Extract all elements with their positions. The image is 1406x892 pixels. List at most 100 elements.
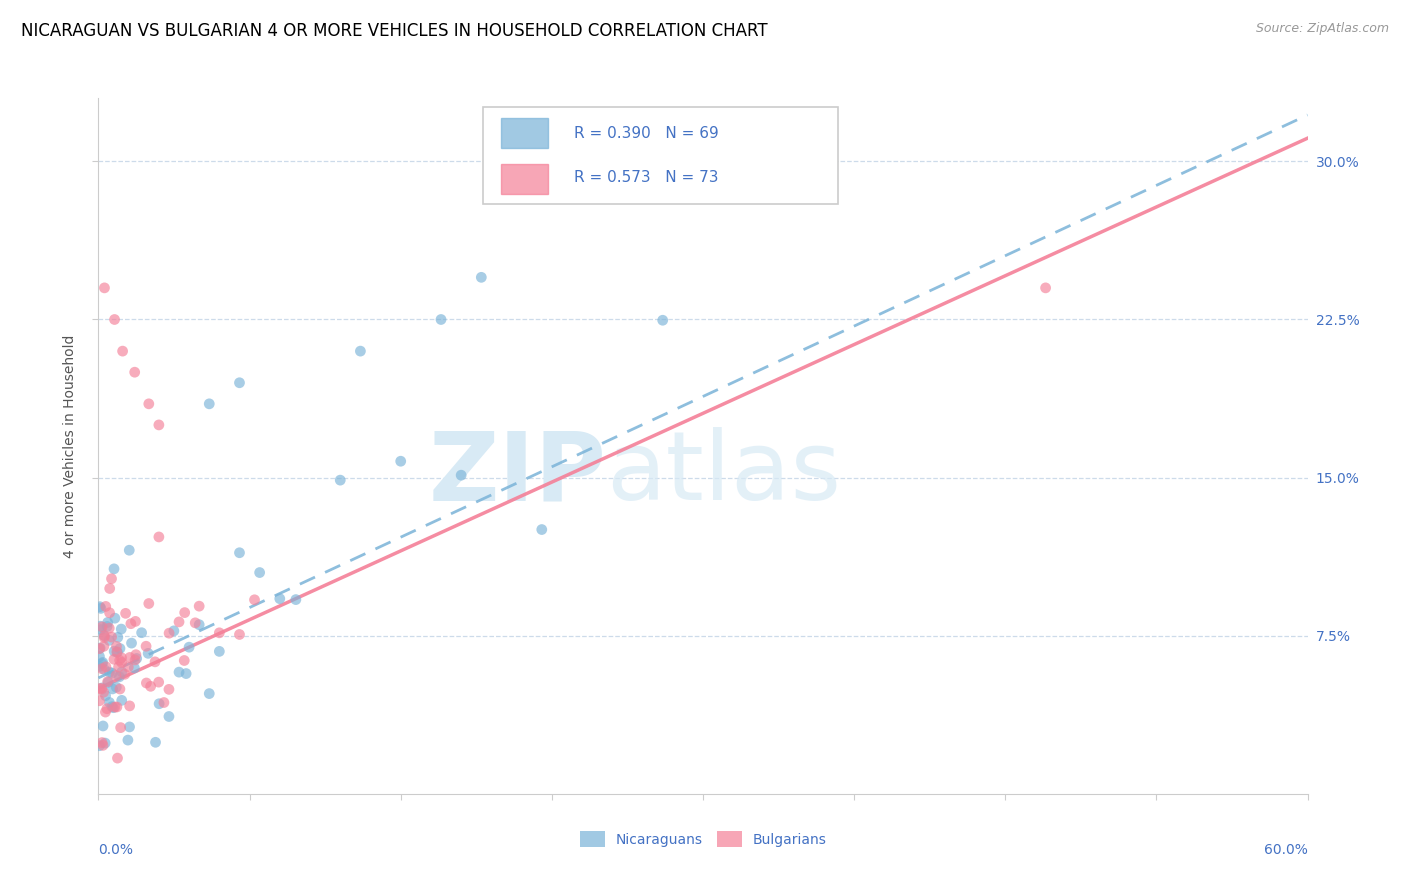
Point (157, 709, 180, 723)
Point (470, 270, 492, 285)
Point (188, 599, 211, 614)
Point (105, 645, 128, 659)
Point (124, 615, 146, 629)
Point (243, 592, 266, 607)
Point (167, 615, 190, 629)
Point (98, 582, 121, 596)
Point (100, 630, 122, 644)
Point (94, 689, 117, 703)
Point (101, 681, 124, 696)
Point (93, 663, 115, 677)
Point (135, 676, 157, 690)
Point (284, 592, 307, 607)
Point (90, 601, 112, 615)
Point (108, 670, 131, 684)
Point (89, 739, 111, 753)
Point (228, 546, 250, 560)
Point (93, 685, 115, 699)
Point (124, 653, 146, 667)
Point (89, 681, 111, 696)
Point (114, 667, 136, 681)
Point (91, 620, 114, 634)
Point (97, 674, 120, 689)
Point (117, 660, 139, 674)
Point (148, 675, 170, 690)
Point (91, 735, 114, 749)
Point (530, 523, 553, 537)
Point (139, 679, 162, 693)
Point (208, 625, 231, 640)
Point (90, 623, 112, 637)
Point (96, 619, 118, 633)
Point (107, 660, 129, 674)
Point (136, 646, 159, 660)
Point (105, 680, 128, 694)
Point (450, 468, 472, 483)
Point (389, 454, 412, 468)
Point (153, 696, 176, 710)
Point (124, 661, 146, 675)
Point (101, 699, 124, 714)
Bar (501, 163, 548, 194)
Point (349, 344, 371, 359)
Point (91, 657, 114, 671)
Point (121, 636, 143, 650)
Point (103, 312, 125, 326)
Point (118, 650, 141, 665)
Text: 60.0%: 60.0% (1264, 843, 1308, 856)
Point (103, 700, 125, 714)
Point (104, 611, 127, 625)
Point (198, 397, 221, 411)
Text: R = 0.573   N = 73: R = 0.573 N = 73 (574, 170, 718, 186)
Point (94, 736, 117, 750)
Point (138, 597, 160, 611)
Point (108, 641, 131, 656)
Point (117, 733, 139, 747)
Point (103, 652, 125, 666)
Point (118, 698, 141, 713)
Point (97, 615, 120, 630)
Point (179, 640, 201, 655)
Point (145, 735, 167, 749)
Point (163, 624, 186, 638)
Point (104, 700, 127, 714)
Bar (501, 119, 548, 148)
Point (97, 675, 120, 690)
Point (110, 721, 132, 735)
Point (91, 719, 114, 733)
Point (430, 312, 453, 326)
Point (93, 631, 115, 645)
Point (138, 397, 160, 411)
Point (208, 644, 231, 658)
Point (157, 626, 180, 640)
Point (110, 622, 132, 636)
Point (90, 681, 112, 696)
Point (93, 629, 115, 643)
Point (118, 720, 141, 734)
Point (125, 651, 148, 665)
Text: 0.0%: 0.0% (98, 843, 134, 856)
Text: NICARAGUAN VS BULGARIAN 4 OR MORE VEHICLES IN HOUSEHOLD CORRELATION CHART: NICARAGUAN VS BULGARIAN 4 OR MORE VEHICL… (21, 22, 768, 40)
Point (148, 417, 170, 432)
Point (1035, 281, 1057, 295)
Point (94, 599, 117, 614)
Point (89, 641, 111, 656)
Point (118, 543, 141, 558)
Point (114, 607, 136, 621)
Point (228, 376, 250, 390)
Point (124, 365, 146, 379)
Point (94, 705, 117, 719)
Point (135, 639, 157, 653)
Point (120, 616, 142, 631)
Point (103, 562, 125, 576)
Point (107, 631, 129, 645)
Point (89, 694, 111, 708)
Point (98, 695, 121, 709)
Point (131, 625, 153, 640)
Point (94, 660, 117, 674)
Point (651, 313, 673, 327)
Point (110, 656, 132, 670)
Point (93, 628, 115, 642)
Point (93, 281, 115, 295)
Point (91, 656, 114, 670)
